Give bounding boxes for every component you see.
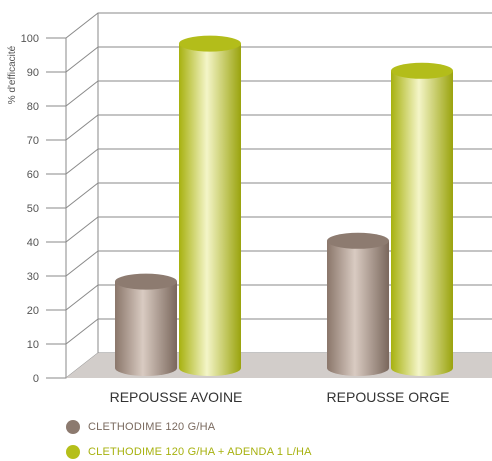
gridline [46,250,492,277]
legend-label: CLETHODIME 120 G/HA + ADENDA 1 L/HA [88,446,312,458]
gridline [46,284,492,311]
y-tick-label: 40 [27,237,39,249]
bar-top [391,62,453,79]
gridline [46,216,492,243]
y-tick-label: 10 [27,339,39,351]
legend-swatch-brown [66,420,80,434]
bar-body [391,70,453,377]
x-category-label: REPOUSSE ORGE [327,389,450,405]
bar [391,62,453,377]
y-axis-label: % d'efficacité [7,45,18,104]
gridline [46,182,492,209]
gridline [46,80,492,107]
y-tick-label: 60 [27,169,39,181]
legend-swatch-green [66,445,80,459]
bar [179,35,241,376]
gridline [46,318,492,345]
bar-top [115,273,177,290]
y-tick-label: 70 [27,135,39,147]
y-tick-label: 20 [27,305,39,317]
y-tick-label: 30 [27,271,39,283]
gridline [46,12,492,39]
bar-top [179,35,241,52]
gridline [46,114,492,141]
bar [115,273,177,376]
bar [327,232,389,376]
gridline [46,46,492,73]
legend-label: CLETHODIME 120 G/HA [88,421,216,433]
x-category-label: REPOUSSE AVOINE [110,389,243,405]
bar-body [115,281,177,376]
y-tick-label: 100 [21,33,39,45]
y-tick-label: 90 [27,67,39,79]
legend-item-clethodime-adenda: CLETHODIME 120 G/HA + ADENDA 1 L/HA [66,445,312,459]
bar-body [327,240,389,376]
legend-item-clethodime: CLETHODIME 120 G/HA [66,420,215,434]
y-tick-label: 80 [27,101,39,113]
bar-body [179,43,241,376]
bar-top [327,232,389,249]
y-tick-label: 0 [33,373,39,385]
y-tick-label: 50 [27,203,39,215]
gridline [46,148,492,175]
